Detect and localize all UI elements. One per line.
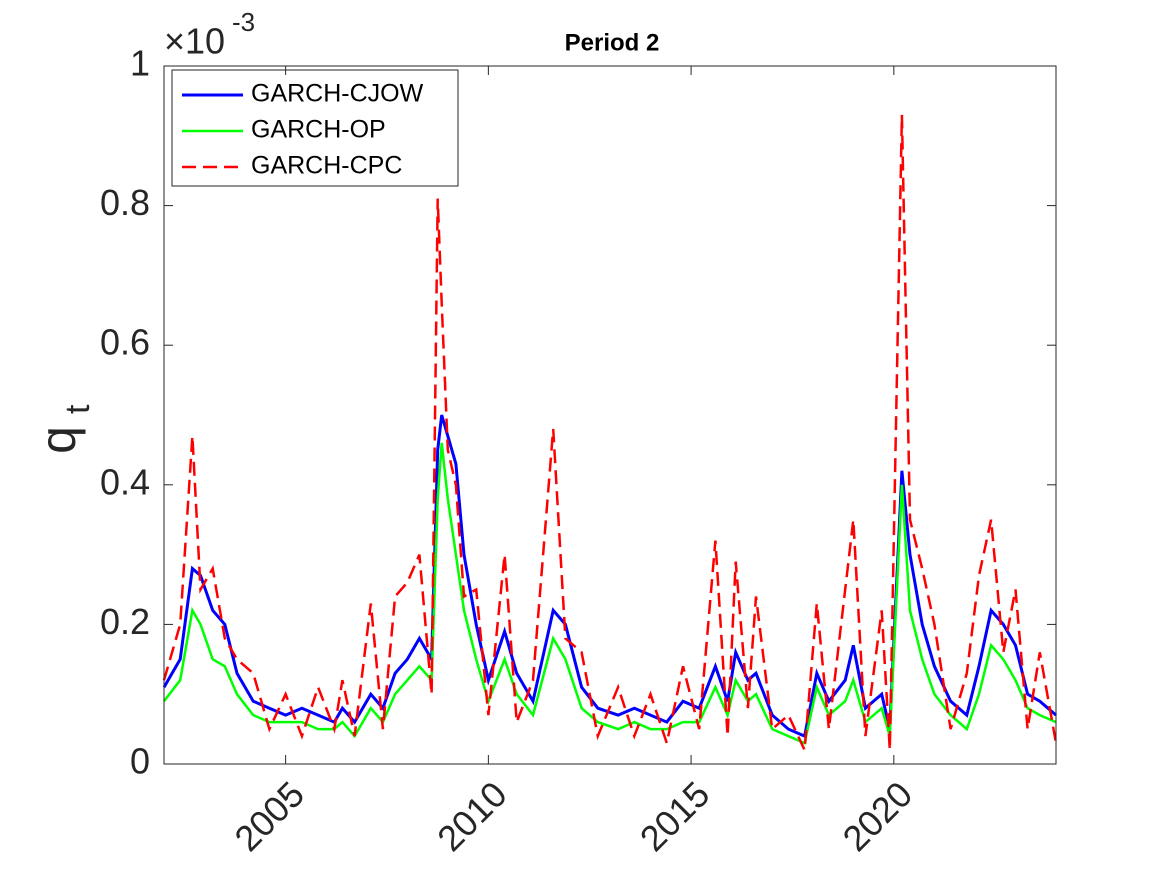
x-tick-label: 2020	[835, 773, 921, 859]
y-tick-label: 0	[130, 741, 150, 782]
legend-label: GARCH-CPC	[251, 152, 402, 180]
series-line	[162, 414, 1057, 739]
y-label-subscript: t	[59, 404, 97, 414]
y-tick-label: 0.8	[100, 182, 150, 223]
y-multiplier-exponent: -3	[232, 7, 255, 37]
y-tick-label: 0.4	[100, 461, 150, 502]
legend: GARCH-CJOW GARCH-OP GARCH-CPC	[171, 69, 459, 187]
y-tick-label: 0.2	[100, 601, 150, 642]
legend-box	[171, 69, 459, 187]
x-tick-label: 2005	[226, 773, 312, 859]
legend-label: GARCH-OP	[251, 116, 386, 144]
legend-label: GARCH-CJOW	[251, 80, 424, 108]
y-tick-label: 0.6	[100, 322, 150, 363]
series-line	[163, 442, 1057, 745]
y-multiplier: ×10	[164, 21, 225, 62]
y-axis-label: q t	[30, 404, 97, 454]
chart-title: Period 2	[565, 29, 660, 56]
series-line	[162, 114, 1058, 755]
y-tick-label: 1	[130, 43, 150, 84]
plot	[162, 114, 1058, 755]
y-label: q	[30, 426, 86, 454]
axes-box	[163, 65, 1057, 765]
x-tick-label: 2015	[632, 773, 718, 859]
x-tick-label: 2010	[429, 773, 515, 859]
